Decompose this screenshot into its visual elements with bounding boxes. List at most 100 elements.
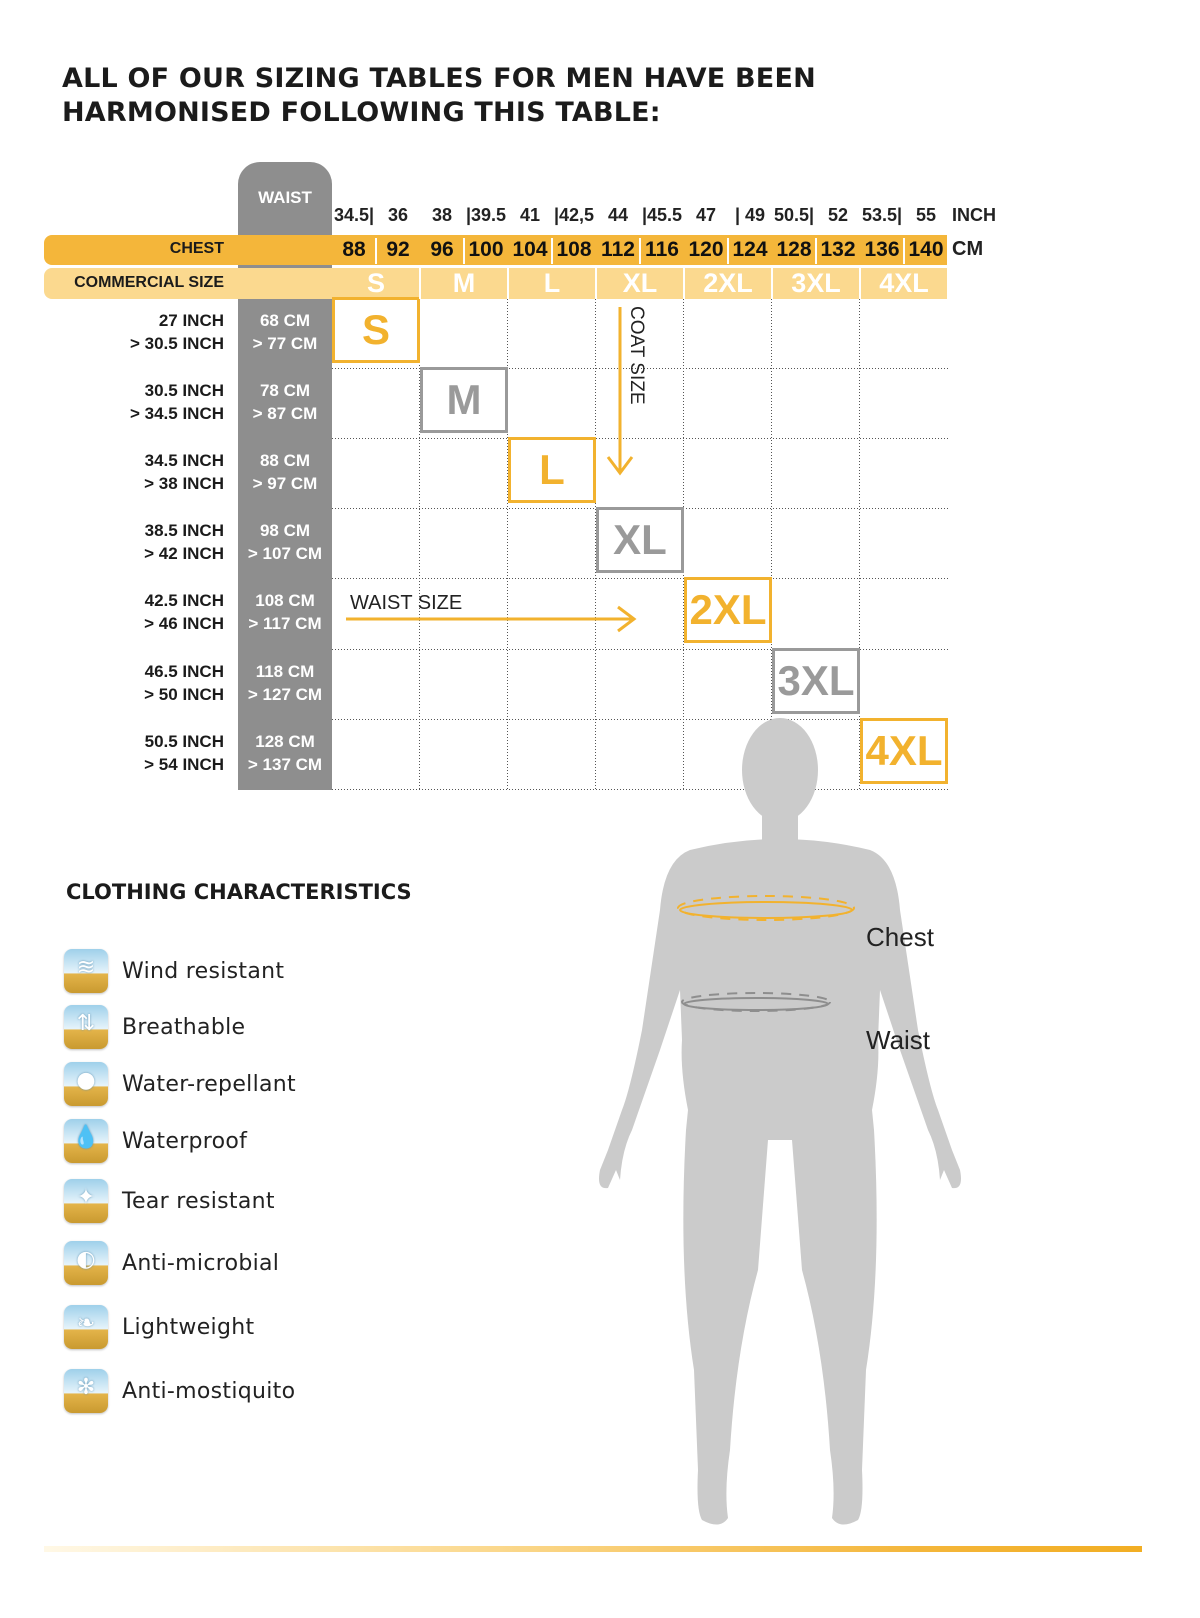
characteristic-item: ✦ Tear resistant — [64, 1178, 275, 1224]
coat-size-arrow-head — [606, 456, 634, 476]
characteristic-item: ✻ Anti-mostiquito — [64, 1368, 295, 1414]
waist-inch-range: 50.5 INCH > 54 INCH — [144, 731, 224, 774]
chest-inch-value: 41 — [519, 205, 541, 225]
characteristic-label: Breathable — [122, 1014, 246, 1040]
characteristic-item: ⇅ Breathable — [64, 1004, 245, 1050]
cm-separator — [639, 238, 641, 264]
waist-inch-range: 34.5 INCH > 38 INCH — [144, 451, 224, 494]
anti-mosquito-icon: ✻ — [64, 1369, 108, 1413]
commercial-size-m: M — [452, 268, 476, 298]
inch-unit-label: INCH — [952, 205, 996, 225]
commercial-size-2xl: 2XL — [703, 268, 753, 298]
waist-cm-range: 68 CM > 77 CM — [252, 311, 318, 353]
waist-cm-range: 98 CM > 107 CM — [247, 521, 323, 564]
wind-icon: ≋ — [64, 949, 108, 993]
commercial-size-l: L — [543, 268, 561, 298]
chest-inch-value: 52 — [827, 205, 849, 225]
chest-label: CHEST — [169, 240, 224, 257]
breathable-icon: ⇅ — [64, 1005, 108, 1049]
waist-column — [238, 162, 332, 790]
size-box-s: S — [332, 297, 420, 363]
waist-inch-range: 46.5 INCH > 50 INCH — [144, 661, 224, 704]
waist-cm-range: 118 CM > 127 CM — [247, 661, 323, 704]
characteristic-item: ❧ Lightweight — [64, 1304, 254, 1350]
tear-resistant-icon: ✦ — [64, 1179, 108, 1223]
commercial-size-3xl: 3XL — [791, 268, 841, 298]
cm-separator — [815, 238, 817, 264]
coat-size-label: COAT SIZE — [626, 306, 647, 405]
commercial-size-xl: XL — [622, 268, 658, 298]
characteristic-label: Lightweight — [122, 1314, 255, 1340]
chest-inch-value: 47 — [695, 205, 717, 225]
chest-cm-value: 128 — [776, 238, 812, 261]
chest-cm-value: 92 — [386, 238, 410, 261]
chest-cm-value: 96 — [430, 238, 454, 261]
chest-cm-value: 88 — [342, 238, 366, 261]
cm-separator — [727, 238, 729, 264]
chest-cm-value: 100 — [468, 238, 504, 261]
waist-inch-range: 27 INCH > 30.5 INCH — [129, 311, 224, 353]
waist-inch-range: 42.5 INCH > 46 INCH — [144, 591, 224, 634]
waist-measure-label: Waist — [866, 1025, 931, 1055]
chest-cm-value: 112 — [601, 238, 635, 261]
chest-cm-value: 140 — [908, 238, 944, 261]
cm-separator — [903, 238, 905, 264]
waist-cm-range: 128 CM > 137 CM — [247, 731, 323, 774]
waist-size-label: WAIST SIZE — [350, 592, 463, 614]
characteristic-label: Tear resistant — [122, 1188, 275, 1214]
size-separator — [859, 268, 861, 299]
characteristic-item: ◐ Anti-microbial — [64, 1240, 279, 1286]
characteristic-item: 💧 Waterproof — [64, 1118, 247, 1164]
cm-separator — [375, 238, 377, 264]
characteristic-label: Wind resistant — [122, 958, 285, 984]
size-box-4xl: 4XL — [860, 717, 948, 784]
size-box-xl: XL — [596, 507, 684, 574]
lightweight-icon: ❧ — [64, 1305, 108, 1349]
chest-cm-value: 116 — [645, 238, 679, 261]
waist-cm-range: 88 CM > 97 CM — [252, 451, 318, 494]
commercial-size-label: COMMERCIAL SIZE — [74, 274, 224, 291]
waist-cm-range: 78 CM > 87 CM — [252, 381, 318, 424]
size-box-3xl: 3XL — [772, 647, 860, 714]
chest-inch-value: 44 — [607, 205, 629, 225]
chest-cm-value: 104 — [512, 238, 548, 261]
chest-cm-value: 108 — [556, 238, 592, 261]
page-title: ALL OF OUR SIZING TABLES FOR MEN HAVE BE… — [62, 62, 822, 130]
size-separator — [507, 268, 509, 299]
characteristic-label: Anti-mostiquito — [122, 1378, 296, 1404]
chest-bar — [44, 235, 947, 265]
commercial-size-s: S — [366, 268, 385, 298]
size-box-l: L — [508, 437, 596, 504]
waterproof-icon: 💧 — [64, 1119, 108, 1163]
chest-cm-value: 132 — [820, 238, 856, 261]
cm-unit-label: CM — [952, 238, 984, 260]
title-line-2: HARMONISED FOLLOWING THIS TABLE: — [62, 97, 661, 128]
chest-inch-value: 50.5| — [773, 205, 815, 225]
waist-inch-range: 38.5 INCH > 42 INCH — [144, 521, 224, 564]
title-line-1: ALL OF OUR SIZING TABLES FOR MEN HAVE BE… — [62, 63, 816, 94]
characteristics-title: CLOTHING CHARACTERISTICS — [66, 880, 412, 904]
size-separator — [683, 268, 685, 299]
chest-inch-value: 34.5| — [333, 205, 375, 225]
chest-inch-value: |42,5 — [553, 205, 595, 225]
chest-inch-value: | 49 — [734, 205, 766, 225]
commercial-size-bar — [44, 268, 947, 299]
characteristic-item: ● Water-repellant — [64, 1061, 296, 1107]
characteristic-label: Waterproof — [122, 1128, 248, 1154]
footer-accent-line — [44, 1546, 1142, 1552]
characteristic-label: Water-repellant — [122, 1071, 296, 1097]
chest-cm-value: 120 — [688, 238, 724, 261]
chest-inch-value: 38 — [431, 205, 453, 225]
chest-inch-value: 53.5| — [861, 205, 903, 225]
cm-separator — [551, 238, 553, 264]
size-box-m: M — [420, 367, 508, 434]
chest-cm-value: 136 — [864, 238, 900, 261]
waist-inch-range: 30.5 INCH > 34.5 INCH — [129, 381, 224, 424]
size-arrows — [346, 307, 637, 633]
size-separator — [595, 268, 597, 299]
characteristic-item: ≋ Wind resistant — [64, 948, 284, 994]
chest-cm-value: 124 — [732, 238, 768, 261]
waist-size-arrow-head — [617, 605, 637, 633]
waist-header: WAIST — [258, 188, 312, 207]
chest-measure-label: Chest — [866, 922, 934, 952]
